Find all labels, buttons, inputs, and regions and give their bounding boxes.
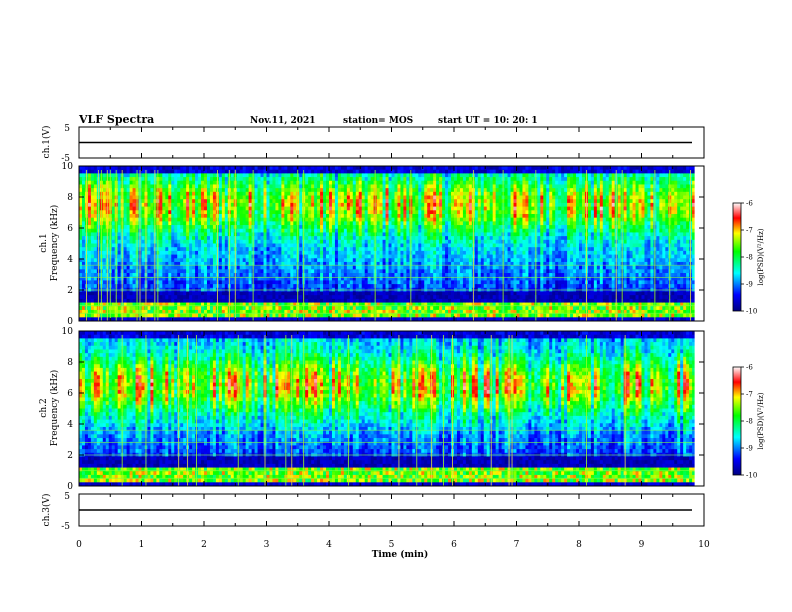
x-tick-label: 7 — [514, 540, 520, 550]
x-tick-label: 3 — [264, 540, 270, 550]
ch1-ylabel-frequency: Frequency (kHz) — [49, 205, 60, 282]
cb2-t-label: -8 — [746, 418, 753, 426]
ch1-colorbar-label: log(PSD)(V²/Hz) — [757, 228, 765, 285]
ch3-waveform-panel: 5 -5 ch.3(V) — [41, 492, 705, 532]
spec2-yt-label: 10 — [62, 327, 74, 337]
cb1-t-label: -7 — [746, 227, 753, 235]
cb1-t-label: -9 — [746, 281, 753, 289]
ch1-spectrogram-image — [79, 166, 705, 322]
ch1-ytick-top: 5 — [64, 124, 70, 134]
x-tick-label: 8 — [576, 540, 582, 550]
spec2-yt-label: 6 — [67, 389, 73, 399]
spec1-yt-label: 4 — [67, 255, 73, 265]
cb2-t-label: -9 — [746, 445, 753, 453]
x-tick-label: 9 — [639, 540, 645, 550]
ch2-ylabel-channel: ch.2 — [39, 398, 49, 417]
start-time-label: start UT = 10: 20: 1 — [438, 116, 538, 126]
cb1-t-label: -6 — [746, 200, 753, 208]
cb1-t-label: -10 — [746, 308, 757, 316]
ch2-colorbar: -6 -7 -8 -9 -10 log(PSD)(V²/Hz) — [732, 364, 765, 480]
ch2-spectrogram-panel: 10 8 6 4 2 0 ch.2 Frequency (kHz) — [39, 327, 705, 492]
ch3-ytick-top: 5 — [64, 492, 70, 502]
x-tick-label: 2 — [201, 540, 207, 550]
ch1-colorbar: -6 -7 -8 -9 -10 log(PSD)(V²/Hz) — [732, 200, 765, 316]
station-label: station= MOS — [343, 116, 413, 126]
cb2-t-label: -6 — [746, 364, 753, 372]
date-label: Nov.11, 2021 — [250, 116, 316, 126]
ch1-ytick-bottom: -5 — [61, 154, 70, 164]
x-tick-label: 6 — [451, 540, 457, 550]
cb2-t-label: -7 — [746, 391, 753, 399]
ch3-ylabel: ch.3(V) — [41, 494, 52, 527]
spec1-yt-label: 0 — [67, 317, 73, 327]
x-axis: 0 1 2 3 4 5 6 7 8 9 10 — [76, 127, 710, 550]
spec2-yt-label: 4 — [67, 420, 73, 430]
x-tick-label: 0 — [76, 540, 82, 550]
ch1-ylabel-channel: ch.1 — [39, 233, 49, 252]
cb1-t-label: -8 — [746, 254, 753, 262]
ch1-ylabel: ch.1(V) — [41, 126, 52, 159]
x-tick-label: 1 — [139, 540, 145, 550]
ch1-waveform-panel: 5 -5 ch.1(V) — [41, 124, 705, 164]
ch3-ytick-bottom: -5 — [61, 522, 70, 532]
x-tick-label: 5 — [389, 540, 395, 550]
spec2-yt-label: 8 — [67, 358, 73, 368]
spec1-yt-label: 8 — [67, 193, 73, 203]
figure-title: VLF Spectra — [78, 113, 154, 126]
x-axis-label: Time (min) — [372, 549, 429, 560]
spec2-yt-label: 0 — [67, 482, 73, 492]
spec2-yt-label: 2 — [67, 451, 73, 461]
ch2-colorbar-label: log(PSD)(V²/Hz) — [757, 392, 765, 449]
cb2-t-label: -10 — [746, 472, 757, 480]
ch2-spectrogram-image — [79, 331, 705, 487]
x-tick-label: 4 — [326, 540, 332, 550]
ch2-ylabel-frequency: Frequency (kHz) — [49, 370, 60, 447]
ch1-spectrogram-panel: 10 8 6 4 2 0 ch.1 Frequency (kHz) — [39, 162, 705, 327]
spec1-yt-label: 10 — [62, 162, 74, 172]
spec1-yt-label: 2 — [67, 286, 73, 296]
x-tick-label: 10 — [698, 540, 710, 550]
spec1-yt-label: 6 — [67, 224, 73, 234]
